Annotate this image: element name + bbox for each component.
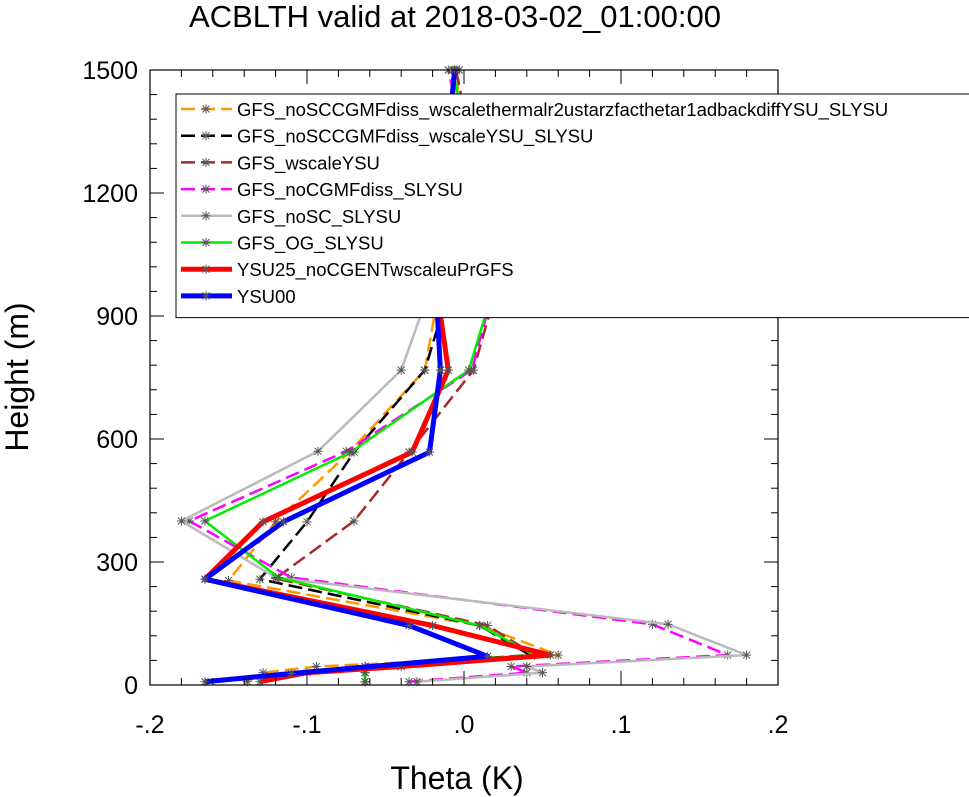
series-5-point-4	[742, 650, 752, 660]
y-axis-label: Height (m)	[0, 302, 35, 451]
series-8-point-5	[200, 574, 210, 584]
series-5-point-8	[313, 446, 323, 456]
legend-box	[175, 93, 969, 319]
legend-marker	[201, 104, 211, 114]
series-8-point-8	[435, 365, 445, 375]
series-5-point-7	[176, 516, 186, 526]
series-6-point-7	[200, 516, 210, 526]
x-tick-label-4: .2	[768, 711, 789, 739]
x-tick-label-0: -.2	[135, 711, 164, 739]
y-tick-label-2: 600	[96, 426, 138, 454]
series-5-point-3	[522, 662, 532, 672]
legend-marker	[201, 157, 211, 167]
legend-marker	[201, 184, 211, 194]
legend-item-3: GFS_wscaleYSU	[181, 152, 380, 174]
series-8-point-6	[278, 517, 288, 527]
axes: -.2 -.1 .0 .1 .2 0 300 600 900 1200 1500	[82, 57, 788, 739]
series-5-point-2	[538, 668, 547, 678]
series-4-point-1	[404, 677, 414, 687]
x-tick-label-3: .1	[611, 711, 632, 739]
legend-label: GFS_noSC_SLYSU	[237, 206, 401, 228]
chart-title: ACBLTH valid at 2018-03-02_01:00:00	[189, 0, 721, 34]
legend-item-4: GFS_noCGMFdiss_SLYSU	[181, 179, 463, 201]
x-axis-label: Theta (K)	[390, 760, 523, 796]
series-4-point-3	[506, 662, 516, 672]
legend-item-5: GFS_noSC_SLYSU	[181, 206, 401, 228]
legend-label: GFS_noCGMFdiss_SLYSU	[237, 179, 463, 201]
series-6-point-6	[274, 573, 284, 583]
x-tick-label-2: .0	[454, 711, 475, 739]
y-tick-label-4: 1200	[82, 180, 138, 208]
series-8-point-3	[483, 651, 493, 661]
y-tick-label-3: 900	[96, 303, 138, 331]
series-2-point-9	[420, 365, 430, 375]
y-tick-label-5: 1500	[82, 57, 138, 85]
series-8-point-4	[404, 621, 414, 631]
x-tick-label-1: -.1	[292, 711, 321, 739]
legend-item-1: GFS_noSCCGMFdiss_wscalethermalr2ustarzfa…	[181, 99, 888, 121]
series-1-point-4	[553, 650, 563, 660]
legend-label: YSU00	[237, 286, 296, 307]
series-2-point-6	[255, 574, 265, 584]
legend-label: GFS_wscaleYSU	[237, 152, 380, 174]
series-5-point-9	[396, 365, 406, 375]
series-3-point-7	[349, 516, 359, 526]
series-7-point-7	[258, 517, 268, 527]
series-8-line	[202, 69, 491, 685]
legend-item-8: YSU00	[181, 286, 296, 307]
y-tick-label-0: 0	[124, 672, 138, 700]
series-7-point-8	[407, 447, 417, 457]
series-2-point-7	[302, 517, 312, 527]
y-tick-label-1: 300	[96, 549, 138, 577]
series-7-point-9	[443, 365, 453, 375]
legend-item-2: GFS_noSCCGMFdiss_wscaleYSU_SLYSU	[181, 126, 593, 148]
legend-label: YSU25_noCGENTwscaleuPrGFS	[237, 259, 514, 281]
legend-label: GFS_OG_SLYSU	[237, 233, 384, 255]
legend-label: GFS_noSCCGMFdiss_wscalethermalr2ustarzfa…	[237, 99, 888, 121]
legend-marker	[201, 264, 211, 274]
series-5-point-5	[663, 619, 673, 629]
legend-item-6: GFS_OG_SLYSU	[181, 233, 384, 255]
legend-marker	[201, 291, 211, 301]
legend: GFS_noSCCGMFdiss_wscalethermalr2ustarzfa…	[175, 93, 969, 319]
series-6-point-8	[346, 447, 356, 457]
series-6-point-5	[475, 621, 485, 631]
legend-label: GFS_noSCCGMFdiss_wscaleYSU_SLYSU	[237, 126, 593, 148]
series-6-point-9	[464, 365, 474, 375]
legend-marker	[201, 211, 211, 221]
series-4-line	[188, 69, 730, 683]
series-8-point-2	[286, 669, 296, 679]
legend-marker	[201, 238, 211, 247]
legend-marker	[201, 131, 211, 141]
series-7-point-4	[545, 650, 555, 660]
series-8-point-7	[424, 447, 434, 457]
legend-item-7: YSU25_noCGENTwscaleuPrGFS	[181, 259, 514, 281]
series-7-point-5	[428, 621, 438, 631]
